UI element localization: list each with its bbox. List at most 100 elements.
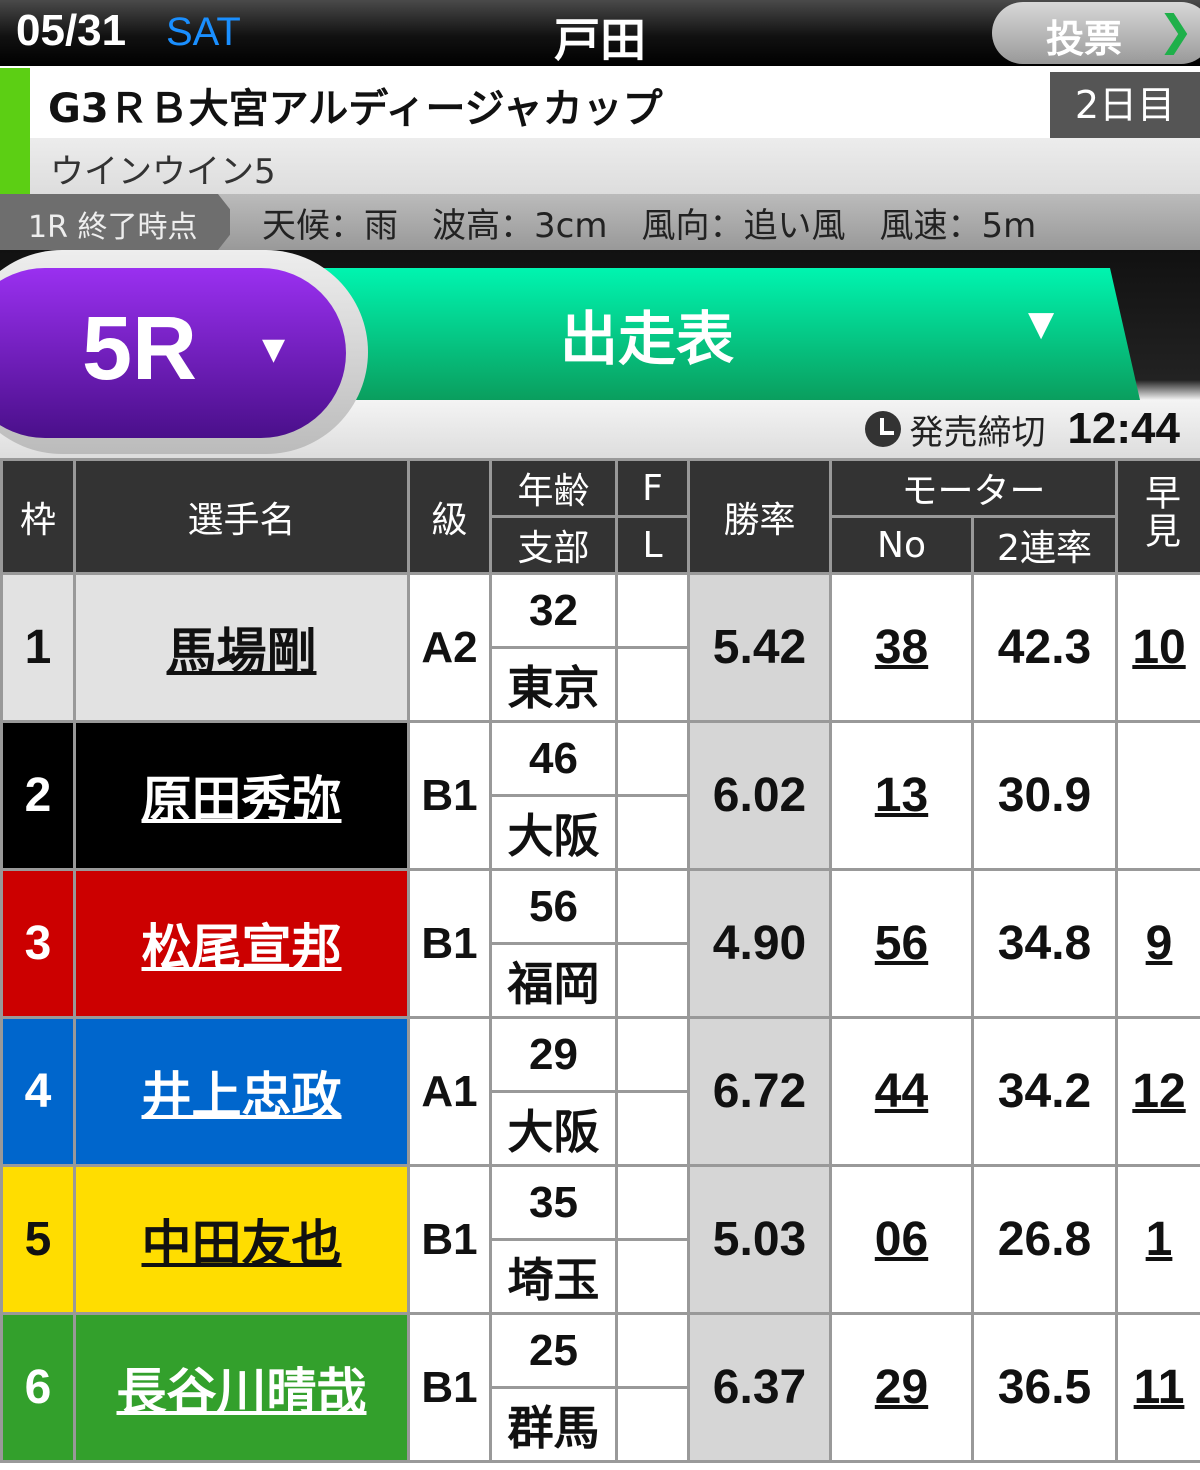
table-row-sub: 福岡	[2, 942, 1200, 1019]
waku-cell: 5	[0, 1164, 76, 1315]
class-cell: B1	[407, 1164, 492, 1315]
racer-name-link[interactable]: 井上忠政	[141, 1066, 342, 1125]
racer-name-cell[interactable]: 長谷川晴哉	[73, 1312, 410, 1463]
racer-name-link[interactable]: 松尾宣邦	[141, 918, 342, 977]
table-row-sub: 群馬	[2, 1386, 1200, 1463]
motor-no-link[interactable]: 38	[874, 621, 929, 674]
motor-2ren-cell: 42.3	[970, 572, 1119, 723]
tenji-cell[interactable]: 9	[1115, 868, 1200, 1019]
age-cell: 25	[489, 1312, 618, 1389]
motor-no-cell[interactable]: 06	[829, 1164, 974, 1315]
header-name: 選手名	[73, 458, 410, 575]
l-cell	[615, 1386, 690, 1463]
waku-cell: 4	[0, 1016, 76, 1167]
racer-name-link[interactable]: 長谷川晴哉	[116, 1362, 367, 1421]
sales-deadline: 発売締切 12:44	[865, 404, 1180, 454]
motor-no-cell[interactable]: 13	[829, 720, 974, 871]
vote-label: 投票	[1046, 17, 1123, 61]
motor-no-link[interactable]: 06	[874, 1213, 929, 1266]
vote-button[interactable]: 投票 ❯	[992, 2, 1200, 64]
table-row-sub: 東京	[2, 646, 1200, 723]
f-cell	[615, 572, 690, 649]
entry-table: 枠 選手名 級 年齢 F 勝率 モーター 早見 支部 L No 2連率 1 馬場…	[0, 458, 1200, 1463]
racer-name-link[interactable]: 馬場剛	[166, 622, 317, 681]
l-cell	[615, 942, 690, 1019]
motor-2ren-cell: 26.8	[970, 1164, 1119, 1315]
header-age: 年齢	[489, 458, 618, 518]
motor-no-cell[interactable]: 38	[829, 572, 974, 723]
date: 05/31	[16, 6, 127, 55]
tenji-link[interactable]: 9	[1145, 917, 1173, 970]
as-of-label: 1R 終了時点	[28, 210, 198, 245]
table-row: 1 馬場剛 A2 32 5.42 38 42.3 10	[0, 572, 1200, 723]
win-rate-cell: 5.42	[687, 572, 832, 723]
class-cell: A1	[407, 1016, 492, 1167]
race-title: G3ＲＢ大宮アルディージャカップ	[48, 86, 663, 132]
motor-no-link[interactable]: 13	[874, 769, 929, 822]
table-row: 5 中田友也 B1 35 5.03 06 26.8 1	[0, 1164, 1200, 1315]
table-row: 4 井上忠政 A1 29 6.72 44 34.2 12	[0, 1016, 1200, 1167]
tenji-cell[interactable]: 1	[1115, 1164, 1200, 1315]
l-cell	[615, 794, 690, 871]
chevron-right-icon: ❯	[1158, 6, 1194, 55]
waku-cell: 3	[0, 868, 76, 1019]
race-subtitle: ウインウイン5	[50, 152, 276, 192]
f-cell	[615, 1164, 690, 1241]
view-label: 出走表	[560, 305, 735, 373]
dropdown-arrow-icon: ▼	[1028, 304, 1055, 344]
motor-no-link[interactable]: 29	[874, 1361, 929, 1414]
f-cell	[615, 868, 690, 945]
motor-no-cell[interactable]: 44	[829, 1016, 974, 1167]
race-info: G3ＲＢ大宮アルディージャカップ 2日目 ウインウイン5	[0, 68, 1200, 194]
conditions-bar: 1R 終了時点 天候：雨 波高：3cm 風向：追い風 風速：5m	[0, 194, 1200, 250]
age-cell: 32	[489, 572, 618, 649]
dropdown-arrow-icon: ▼	[262, 332, 286, 367]
tenji-link[interactable]: 11	[1133, 1361, 1185, 1414]
win-rate-cell: 4.90	[687, 868, 832, 1019]
motor-no-link[interactable]: 44	[874, 1065, 929, 1118]
win-rate-cell: 6.02	[687, 720, 832, 871]
class-cell: B1	[407, 868, 492, 1019]
tenji-cell[interactable]: 11	[1115, 1312, 1200, 1463]
motor-no-link[interactable]: 56	[874, 917, 929, 970]
view-selector[interactable]: 出走表 ▼	[320, 268, 1140, 400]
tenji-cell[interactable]	[1115, 720, 1200, 871]
racer-name-cell[interactable]: 松尾宣邦	[73, 868, 410, 1019]
motor-2ren-cell: 30.9	[970, 720, 1119, 871]
class-cell: B1	[407, 720, 492, 871]
motor-2ren-cell: 34.8	[970, 868, 1119, 1019]
header-branch: 支部	[489, 515, 618, 575]
racer-name-cell[interactable]: 馬場剛	[73, 572, 410, 723]
racer-name-cell[interactable]: 井上忠政	[73, 1016, 410, 1167]
racer-name-link[interactable]: 原田秀弥	[141, 770, 342, 829]
header-motor-no: No	[829, 515, 974, 575]
branch-cell: 群馬	[489, 1386, 618, 1463]
motor-no-cell[interactable]: 56	[829, 868, 974, 1019]
day-of-week: SAT	[166, 10, 241, 54]
l-cell	[615, 646, 690, 723]
header-motor: モーター	[828, 458, 1119, 518]
racer-name-cell[interactable]: 中田友也	[73, 1164, 410, 1315]
f-cell	[615, 720, 690, 797]
table-row: 6 長谷川晴哉 B1 25 6.37 29 36.5 11	[0, 1312, 1200, 1463]
motor-2ren-cell: 34.2	[970, 1016, 1119, 1167]
tenji-link[interactable]: 10	[1132, 621, 1186, 674]
racer-name-cell[interactable]: 原田秀弥	[73, 720, 410, 871]
table-row: 2 原田秀弥 B1 46 6.02 13 30.9	[0, 720, 1200, 871]
header-motor-2ren: 2連率	[970, 515, 1119, 575]
race-selector[interactable]: 5R ▼	[0, 268, 346, 438]
deadline-time: 12:44	[1067, 404, 1180, 453]
tenji-cell[interactable]: 10	[1115, 572, 1200, 723]
tenji-link[interactable]: 1	[1145, 1213, 1173, 1266]
l-cell	[615, 1238, 690, 1315]
tenji-link[interactable]: 12	[1132, 1065, 1186, 1118]
l-cell	[615, 1090, 690, 1167]
header-waku: 枠	[0, 458, 76, 575]
motor-no-cell[interactable]: 29	[829, 1312, 974, 1463]
venue-title: 戸田	[554, 13, 646, 67]
win-rate-cell: 6.72	[687, 1016, 832, 1167]
tenji-cell[interactable]: 12	[1115, 1016, 1200, 1167]
waku-cell: 1	[0, 572, 76, 723]
weather-text: 天候：雨 波高：3cm 風向：追い風 風速：5m	[262, 206, 1037, 246]
racer-name-link[interactable]: 中田友也	[141, 1214, 342, 1273]
